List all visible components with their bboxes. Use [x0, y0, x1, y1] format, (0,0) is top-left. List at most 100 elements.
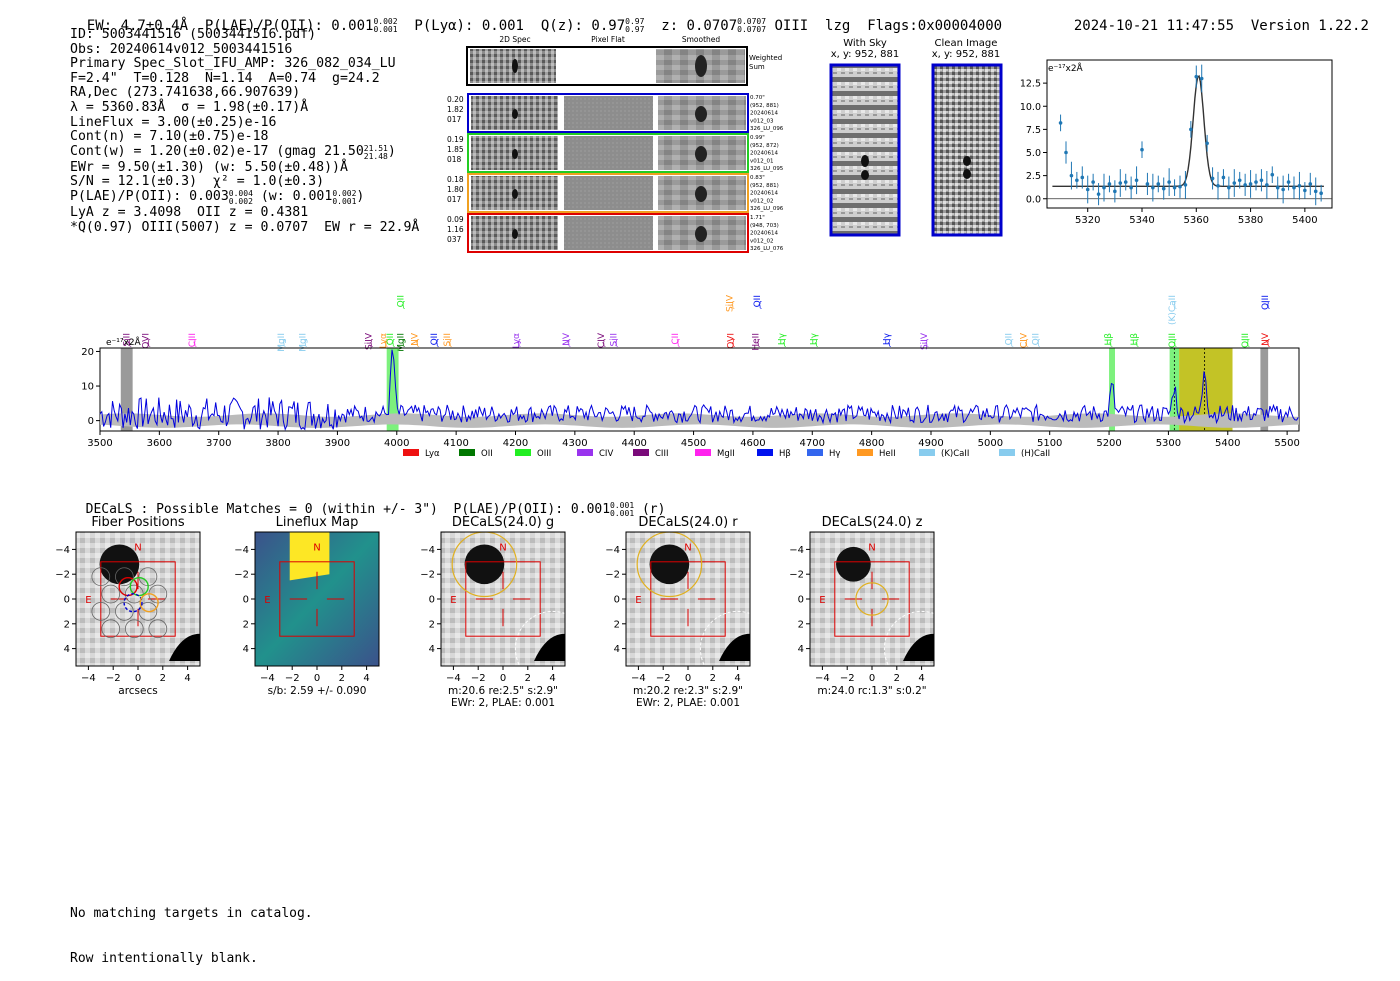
- zoom-point: [1167, 180, 1171, 184]
- decals-xtick-label: 0: [135, 673, 141, 684]
- clean-image: [931, 63, 1003, 237]
- info-contw-text: Cont(w) = 1.20(±0.02)e-17 (gmag 21.50: [70, 143, 364, 159]
- line-label-brace: {: [601, 338, 606, 347]
- zoom-point: [1102, 185, 1106, 190]
- zoom-point: [1221, 175, 1226, 180]
- line-label: SiIV: [364, 332, 374, 350]
- legend-label: CIV: [599, 449, 613, 459]
- zoom-point: [1161, 186, 1166, 191]
- zoom-point: [1129, 185, 1133, 190]
- east-label: E: [450, 595, 456, 606]
- line-label: CIII: [188, 333, 198, 347]
- spectrum-band: [1109, 348, 1115, 431]
- fiber-circle: [124, 619, 144, 639]
- decals-xtick-label: 0: [685, 673, 691, 684]
- zoom-xtick-label: 5380: [1238, 215, 1263, 226]
- cutout-row-right-label: 326_LU_096: [750, 206, 784, 212]
- cutout-row-left-label: 0.09: [447, 215, 464, 224]
- zoom-point: [1113, 189, 1117, 194]
- decals-ytick-label: −4: [234, 545, 249, 556]
- cutout-row-left-label: 1.82: [447, 105, 464, 114]
- line-label-brace: {: [1134, 338, 1139, 347]
- decals-xtick-label: −4: [81, 673, 96, 684]
- decals-panel-title: DECaLS(24.0) r: [638, 515, 738, 530]
- spectrum-xtick-label: 4900: [918, 438, 943, 449]
- header-line: EW: 4.7±0.4Å P(LAE)/P(OII): 0.001 0.002 0.…: [70, 2, 1002, 35]
- east-label: E: [635, 595, 641, 606]
- spectrum-band: [120, 348, 133, 431]
- cutout-row-left-label: 0.18: [447, 175, 464, 184]
- footer-line-2: Row intentionally blank.: [70, 951, 258, 966]
- fiber-circle: [91, 567, 111, 587]
- decals-box: [834, 561, 910, 637]
- cutout-row-source: [512, 229, 518, 239]
- decals-ytick-label: 2: [64, 619, 70, 630]
- decals-bright-source: [649, 544, 690, 585]
- zoom-xtick-label: 5320: [1075, 215, 1100, 226]
- line-label: SiII: [609, 333, 619, 347]
- clean-image-title: Clean Image x, y: 952, 881: [925, 38, 1007, 60]
- line-label-brace: {: [1172, 300, 1177, 309]
- legend-swatch: [695, 449, 711, 456]
- spectrum-xtick-label: 4100: [443, 438, 468, 449]
- neighbor-circle: [883, 610, 960, 687]
- zoom-point: [1134, 178, 1139, 183]
- spectrum-xtick-label: 5500: [1274, 438, 1299, 449]
- decals-xtick-label: −2: [840, 673, 855, 684]
- line-label: OII: [753, 295, 763, 307]
- decals-xtick-label: 4: [363, 673, 369, 684]
- line-label-brace: {: [756, 338, 761, 347]
- zoom-point: [1313, 189, 1318, 194]
- cutout-row-right-label: v012_03: [750, 118, 774, 124]
- spectrum-ytick-label: 20: [81, 347, 94, 358]
- line-label: OVI: [142, 333, 152, 349]
- decals-xtick-label: 4: [918, 673, 924, 684]
- decals-ytick-label: 2: [243, 619, 249, 630]
- zoom-point: [1308, 182, 1313, 186]
- decals-xtick-label: −2: [106, 673, 121, 684]
- info-sn: S/N = 12.1(±0.3) χ² = 1.0(±0.3): [70, 174, 325, 190]
- line-labels: SiII{OVI{CIII{MgII{MgII{SiIV{Lyα{OII{MgI…: [123, 294, 1271, 352]
- info-lya: LyA z = 3.4098 OII z = 0.4381: [70, 204, 309, 220]
- cutout-row-right-label: (948, 703): [750, 223, 779, 229]
- cutout-row-right-label: 0.83": [750, 175, 765, 181]
- zoom-point: [1227, 185, 1231, 190]
- header-z-bounds: 0.0707 0.0707: [737, 18, 766, 34]
- zoom-point: [1118, 181, 1123, 185]
- header-datetime: 2024-10-21 11:47:55: [1073, 18, 1235, 34]
- legend-label: OII: [481, 449, 493, 459]
- decals-summary-up: 0.001: [610, 501, 635, 510]
- zoom-ylabel: e⁻¹⁷x2Å: [1048, 62, 1084, 74]
- header-version: Version 1.22.2: [1250, 18, 1369, 34]
- line-label-brace: {: [1266, 300, 1271, 309]
- decals-xtick-label: 2: [339, 673, 345, 684]
- line-label-brace: {: [1024, 338, 1029, 347]
- decals-ytick-label: 2: [614, 619, 620, 630]
- cutout-row-right-label: (952, 872): [750, 143, 779, 149]
- weighted-sum-label: Weighted Sum: [749, 54, 782, 71]
- cutout-row-right-label: 0.99": [750, 135, 765, 141]
- line-label-brace: {: [192, 338, 197, 347]
- zoom-point: [1156, 182, 1161, 186]
- decals-xtick-label: 2: [160, 673, 166, 684]
- zoom-axes: 5320 5340 5360 5380 5400 0.0 2.5 5.0 7.5 10.0 12.5: [1020, 79, 1332, 226]
- info-plae-w-lo: 0.001: [332, 196, 357, 206]
- spectrum-ytick-label: 0: [88, 416, 94, 427]
- cutout-row-source-smooth: [695, 106, 707, 122]
- zoom-point: [1075, 178, 1079, 183]
- with-sky-xy: x, y: 952, 881: [830, 49, 900, 60]
- legend-label: Lyα: [425, 449, 440, 459]
- zoom-xtick-label: 5340: [1129, 215, 1154, 226]
- decals-caption: m:20.2 re:2.3" s:2.9": [633, 685, 743, 697]
- decals-ytick-label: 0: [429, 595, 435, 606]
- with-sky-title: With Sky x, y: 952, 881: [830, 38, 900, 60]
- zoom-point: [1248, 182, 1253, 186]
- decals-panels: Fiber Positions N E −4 4 −2 2 0 0 2 −2 4 −4 arcsecs Li…: [55, 515, 960, 709]
- decals-ytick-label: −2: [234, 570, 249, 581]
- north-label: N: [134, 543, 141, 554]
- decals-ytick-label: 2: [429, 619, 435, 630]
- col-2dspec-label: 2D Spec: [499, 35, 530, 44]
- zoom-point: [1085, 187, 1090, 192]
- fiber-circle-highlight: [129, 576, 149, 597]
- line-label-brace: {: [369, 338, 374, 347]
